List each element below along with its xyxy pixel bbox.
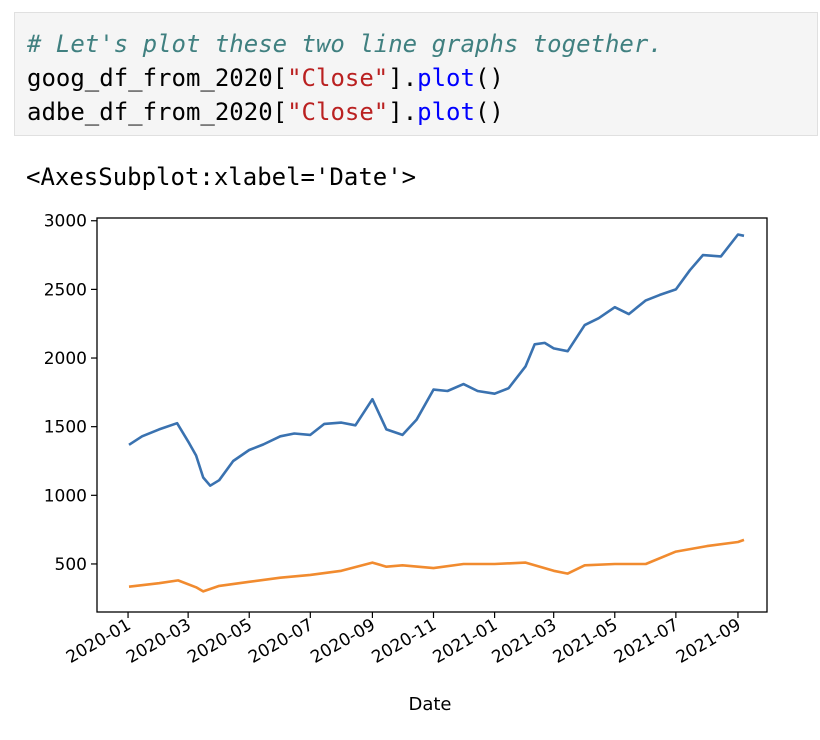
code-variable: goog_df_from_2020 — [27, 64, 273, 92]
x-tick-label: 2020-07 — [245, 615, 317, 668]
x-tick-label: 2020-01 — [63, 615, 135, 668]
series-line-1 — [128, 538, 745, 593]
line-chart: 500100015002000250030002020-012020-03202… — [44, 212, 768, 715]
code-comment-line: # Let's plot these two line graphs toget… — [27, 27, 663, 61]
code-bracket: ]. — [388, 98, 418, 126]
y-tick-label: 500 — [55, 555, 87, 575]
x-axis-label: Date — [408, 694, 451, 715]
code-line-goog: goog_df_from_2020["Close"].plot() — [27, 61, 504, 95]
y-tick-label: 1000 — [44, 486, 87, 506]
code-input-cell[interactable]: # Let's plot these two line graphs toget… — [14, 12, 818, 136]
x-tick-label: 2021-03 — [489, 615, 561, 668]
x-tick-label: 2020-11 — [368, 615, 440, 668]
code-string: "Close" — [287, 98, 389, 126]
code-method: plot — [417, 98, 475, 126]
x-tick-label: 2020-09 — [307, 615, 379, 668]
output-repr: <AxesSubplot:xlabel='Date'> — [26, 163, 417, 191]
code-bracket: ]. — [388, 64, 418, 92]
code-string: "Close" — [287, 64, 389, 92]
y-tick-label: 2500 — [44, 280, 87, 300]
x-tick-label: 2021-05 — [550, 615, 622, 668]
code-variable: adbe_df_from_2020 — [27, 98, 273, 126]
x-tick-label: 2020-03 — [123, 615, 195, 668]
plot-frame — [96, 217, 768, 613]
y-tick-label: 3000 — [44, 212, 87, 232]
code-method: plot — [417, 64, 475, 92]
code-line-adbe: adbe_df_from_2020["Close"].plot() — [27, 95, 504, 129]
code-bracket: [ — [272, 98, 288, 126]
code-bracket: [ — [272, 64, 288, 92]
y-tick-label: 1500 — [44, 418, 87, 438]
series-line-0 — [128, 233, 745, 488]
code-comment: # Let's plot these two line graphs toget… — [27, 30, 663, 58]
code-parens: () — [474, 64, 504, 92]
x-tick-label: 2021-09 — [673, 615, 745, 668]
code-parens: () — [474, 98, 504, 126]
y-tick-label: 2000 — [44, 349, 87, 369]
x-tick-label: 2021-07 — [611, 615, 683, 668]
x-tick-label: 2021-01 — [430, 615, 502, 668]
x-tick-label: 2020-05 — [184, 615, 256, 668]
